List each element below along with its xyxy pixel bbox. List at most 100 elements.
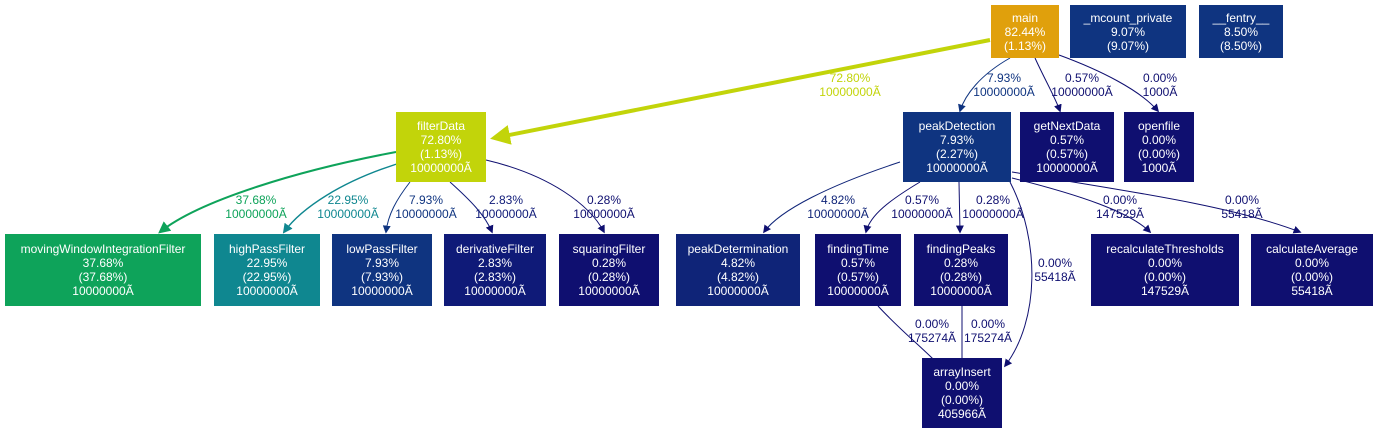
- edge-label-filterData-highPass-pct: 22.95%: [328, 193, 369, 207]
- node-peakDetermination[interactable]: peakDetermination 4.82% (4.82%) 10000000…: [676, 234, 800, 306]
- node-findingPeaks[interactable]: findingPeaks 0.28% (0.28%) 10000000Ã: [914, 234, 1008, 306]
- node-filterData-total: 72.80%: [420, 133, 462, 147]
- node-derivativeFilter[interactable]: derivativeFilter 2.83% (2.83%) 10000000Ã: [444, 234, 546, 306]
- node-recalc-calls: 147529Ã: [1140, 284, 1190, 298]
- edge-filterData-derivative: [449, 181, 494, 234]
- edge-label-peakDetection-findingPeaks-calls: 10000000Ã: [962, 207, 1023, 221]
- node-findingTime-name: findingTime: [827, 242, 889, 256]
- node-getNextData-name: getNextData: [1033, 119, 1101, 133]
- node-squaringFilter[interactable]: squaringFilter 0.28% (0.28%) 10000000Ã: [559, 234, 659, 306]
- edge-label-peakDetection-peakDetermination-pct: 4.82%: [821, 193, 855, 207]
- edge-peakDetection-arrayInsert: [1004, 181, 1033, 368]
- node-lowPass-name: lowPassFilter: [346, 242, 418, 256]
- node-calcAvg-total: 0.00%: [1294, 256, 1330, 270]
- edge-label-peakDetection-peakDetermination-calls: 10000000Ã: [807, 207, 868, 221]
- node-derivative-total: 2.83%: [477, 256, 513, 270]
- node-peakDetection-total: 7.93%: [939, 133, 975, 147]
- node-arrayInsert-total: 0.00%: [944, 379, 980, 393]
- node-fentry[interactable]: __fentry__ 8.50% (8.50%): [1199, 5, 1283, 58]
- edge-label-findingPeaks-arrayInsert-pct: 0.00%: [971, 317, 1005, 331]
- edge-label-peakDetection-arrayInsert-pct: 0.00%: [1038, 256, 1072, 270]
- node-peakDetermination-total: 4.82%: [720, 256, 756, 270]
- node-arrayInsert-self: (0.00%): [940, 393, 984, 407]
- node-fentry-self: (8.50%): [1219, 38, 1263, 53]
- node-findingTime[interactable]: findingTime 0.57% (0.57%) 10000000Ã: [815, 234, 901, 306]
- node-findingPeaks-total: 0.28%: [943, 256, 979, 270]
- node-highPassFilter[interactable]: highPassFilter 22.95% (22.95%) 10000000Ã: [214, 234, 320, 306]
- edge-main-peakDetection: [958, 57, 1011, 113]
- node-peakDetection-calls: 10000000Ã: [926, 161, 988, 175]
- node-main[interactable]: main 82.44% (1.13%): [991, 5, 1059, 58]
- node-openfile-name: openfile: [1137, 119, 1181, 133]
- node-movingWindow-calls: 10000000Ã: [72, 284, 134, 298]
- node-movingWindowIntegrationFilter[interactable]: movingWindowIntegrationFilter 37.68% (37…: [5, 234, 201, 306]
- node-arrayInsert[interactable]: arrayInsert 0.00% (0.00%) 405966Ã: [922, 358, 1002, 428]
- node-mcount-private-name: _mcount_private: [1083, 10, 1173, 25]
- node-mcount-private-total: 9.07%: [1110, 24, 1146, 39]
- node-squaring-self: (0.28%): [587, 270, 631, 284]
- node-getNextData[interactable]: getNextData 0.57% (0.57%) 10000000Ã: [1020, 112, 1114, 182]
- edge-peakDetection-findingTime: [863, 181, 921, 234]
- node-highPass-total: 22.95%: [246, 256, 288, 270]
- node-findingPeaks-self: (0.28%): [939, 270, 983, 284]
- node-calculateAverage[interactable]: calculateAverage 0.00% (0.00%) 55418Ã: [1251, 234, 1373, 306]
- node-findingTime-total: 0.57%: [840, 256, 876, 270]
- node-lowPassFilter[interactable]: lowPassFilter 7.93% (7.93%) 10000000Ã: [332, 234, 432, 306]
- node-peakDetection[interactable]: peakDetection 7.93% (2.27%) 10000000Ã: [903, 112, 1011, 182]
- node-lowPass-total: 7.93%: [364, 256, 400, 270]
- edge-label-peakDetection-calcAvg-calls: 55418Ã: [1221, 207, 1262, 221]
- node-findingPeaks-name: findingPeaks: [926, 242, 996, 256]
- node-peakDetection-self: (2.27%): [935, 147, 979, 161]
- edge-label-main-getNextData-calls: 10000000Ã: [1051, 85, 1112, 99]
- node-recalc-self: (0.00%): [1143, 270, 1187, 284]
- edge-label-peakDetection-findingTime-pct: 0.57%: [905, 193, 939, 207]
- node-fentry-total: 8.50%: [1223, 24, 1259, 39]
- node-peakDetermination-name: peakDetermination: [687, 242, 789, 256]
- node-mcount-private[interactable]: _mcount_private 9.07% (9.07%): [1070, 5, 1186, 58]
- edge-label-filterData-squaring-calls: 10000000Ã: [573, 207, 634, 221]
- node-peakDetermination-calls: 10000000Ã: [707, 284, 769, 298]
- edge-peakDetection-findingPeaks: [955, 181, 964, 234]
- node-lowPass-calls: 10000000Ã: [351, 284, 413, 298]
- node-highPass-calls: 10000000Ã: [236, 284, 298, 298]
- edge-label-filterData-derivative-pct: 2.83%: [489, 193, 523, 207]
- node-derivative-name: derivativeFilter: [455, 242, 535, 256]
- node-peakDetermination-self: (4.82%): [716, 270, 760, 284]
- edge-label-filterData-movingWindow-calls: 10000000Ã: [225, 207, 286, 221]
- node-findingTime-calls: 10000000Ã: [827, 284, 889, 298]
- edge-label-peakDetection-arrayInsert-calls: 55418Ã: [1034, 270, 1075, 284]
- node-main-self: (1.13%): [1003, 38, 1047, 53]
- edge-peakDetection-recalc: [1011, 177, 1152, 234]
- edge-label-filterData-movingWindow-pct: 37.68%: [236, 193, 277, 207]
- node-squaring-name: squaringFilter: [572, 242, 646, 256]
- node-filterData[interactable]: filterData 72.80% (1.13%) 10000000Ã: [396, 112, 486, 182]
- edge-label-peakDetection-recalc-calls: 147529Ã: [1096, 207, 1144, 221]
- node-calcAvg-calls: 55418Ã: [1291, 284, 1333, 298]
- node-recalculateThresholds[interactable]: recalculateThresholds 0.00% (0.00%) 1475…: [1091, 234, 1239, 306]
- node-derivative-calls: 10000000Ã: [464, 284, 526, 298]
- node-fentry-name: __fentry__: [1212, 10, 1270, 25]
- node-recalc-total: 0.00%: [1147, 256, 1183, 270]
- edge-label-findingPeaks-arrayInsert-calls: 175274Ã: [964, 331, 1012, 345]
- edge-label-peakDetection-calcAvg-pct: 0.00%: [1225, 193, 1259, 207]
- node-openfile[interactable]: openfile 0.00% (0.00%) 1000Ã: [1124, 112, 1194, 182]
- node-openfile-self: (0.00%): [1137, 147, 1181, 161]
- edge-label-peakDetection-findingPeaks-pct: 0.28%: [976, 193, 1010, 207]
- edge-main-openfile: [1058, 54, 1160, 113]
- node-squaring-calls: 10000000Ã: [578, 284, 640, 298]
- edge-label-main-peakDetection-calls: 10000000Ã: [973, 85, 1034, 99]
- node-movingWindow-name: movingWindowIntegrationFilter: [20, 242, 186, 256]
- node-findingTime-self: (0.57%): [836, 270, 880, 284]
- node-mcount-private-self: (9.07%): [1106, 38, 1150, 53]
- node-openfile-calls: 1000Ã: [1141, 161, 1177, 175]
- edge-label-filterData-lowPass-pct: 7.93%: [409, 193, 443, 207]
- edge-label-filterData-lowPass-calls: 10000000Ã: [395, 207, 456, 221]
- node-peakDetection-name: peakDetection: [918, 119, 996, 133]
- node-openfile-total: 0.00%: [1141, 133, 1177, 147]
- edge-label-filterData-squaring-pct: 0.28%: [587, 193, 621, 207]
- node-derivative-self: (2.83%): [473, 270, 517, 284]
- node-highPass-name: highPassFilter: [228, 242, 306, 256]
- node-filterData-self: (1.13%): [419, 147, 463, 161]
- node-getNextData-calls: 10000000Ã: [1036, 161, 1098, 175]
